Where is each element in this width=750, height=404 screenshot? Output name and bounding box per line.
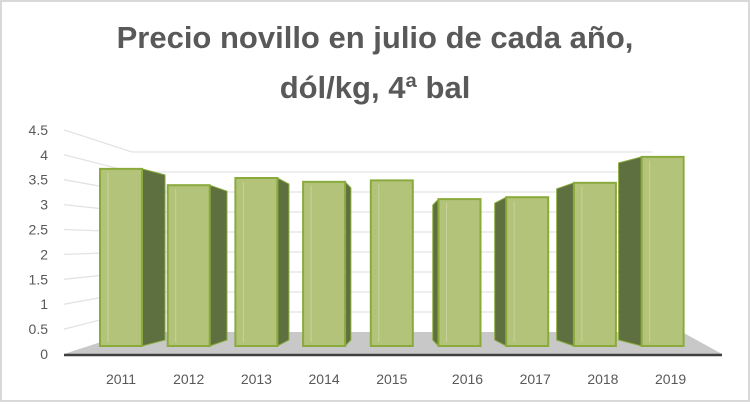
x-tick-label: 2016 [452,371,483,387]
bar-2017: 2017 [494,196,551,387]
bar-2012: 2012 [166,184,228,387]
bar-2016: 2016 [432,197,483,387]
y-tick-label: 0 [40,346,48,362]
bar-front-face [302,180,347,347]
gridline [63,154,652,173]
bar-front-face [437,198,482,347]
bar-side-face [618,156,643,347]
y-tick-label: 4.5 [29,122,49,138]
bar-side-face [141,168,166,347]
y-tick-label: 2 [40,246,48,262]
bar-front-face [234,177,279,347]
bar-2014: 2014 [302,180,352,387]
x-tick-label: 2018 [587,371,618,387]
bar-front-face [572,181,617,347]
bar-2018: 2018 [556,181,619,387]
y-tick-label: 0.5 [29,321,49,337]
bar-front-face [369,179,414,347]
x-tick-label: 2014 [309,371,340,387]
bar-side-face [276,177,290,347]
x-tick-label: 2013 [241,371,272,387]
bar-2015: 2015 [369,179,414,387]
x-tick-label: 2011 [106,371,136,387]
x-tick-label: 2012 [173,371,204,387]
y-tick-label: 2.5 [29,222,49,238]
gridline [63,129,652,153]
bar-2011: 2011 [99,167,166,387]
bar-front-face [99,167,143,347]
x-tick-label: 2015 [376,371,407,387]
bar-front-face [166,184,211,347]
y-tick-label: 1 [40,296,48,312]
chart-title-line-2: dól/kg, 4ª bal [279,70,471,105]
y-tick-label: 1.5 [29,271,49,287]
bar-front-face [505,196,550,347]
y-tick-label: 3.5 [29,172,49,188]
bar-2013: 2013 [234,177,290,387]
bar-side-face [209,184,228,347]
y-tick-label: 3 [40,197,48,213]
x-tick-label: 2017 [520,371,551,387]
chart-title-line-1: Precio novillo en julio de cada año, [116,20,634,55]
y-tick-label: 4 [40,147,48,163]
bar-front-face [640,155,685,347]
bar-side-face [494,196,507,347]
bar-side-face [556,182,575,347]
x-tick-label: 2019 [655,371,686,387]
bar-2019: 2019 [618,155,686,387]
